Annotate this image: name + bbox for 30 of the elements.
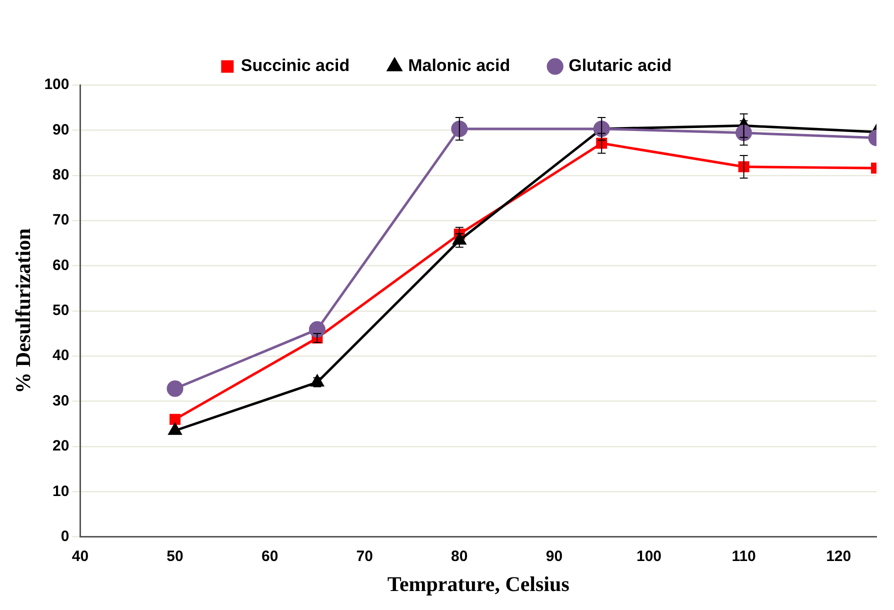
point (166, 380, 184, 397)
x-tick-label: 110 (732, 548, 756, 565)
point (168, 423, 182, 435)
legend-label: Malonic acid (408, 56, 510, 76)
x-tick-label: 50 (166, 548, 184, 565)
x-tick-label: 60 (261, 548, 278, 565)
x-tick-label: 100 (636, 548, 662, 565)
y-tick-label: 20 (52, 438, 70, 455)
x-tick-label: 80 (451, 548, 468, 565)
y-tick-label: 90 (52, 121, 70, 138)
legend-label: Glutaric acid (568, 56, 672, 76)
x-tick-label: 90 (546, 548, 563, 565)
y-axis-title: % Desulfurization (11, 228, 36, 394)
x-axis-title: Temprature, Celsius (387, 572, 570, 596)
y-tick-label: 70 (52, 212, 70, 229)
y-tick-label: 60 (52, 256, 70, 274)
x-tick-label: 40 (72, 548, 89, 565)
y-tick-label: 100 (44, 76, 70, 94)
point (170, 414, 181, 425)
y-tick-label: 30 (52, 392, 70, 410)
y-tick-label: 10 (52, 482, 70, 500)
point (308, 321, 326, 338)
x-tick-label: 70 (356, 548, 373, 565)
legend-label: Succinic acid (240, 56, 350, 76)
y-tick-label: 40 (52, 347, 70, 364)
y-tick-label: 50 (52, 302, 70, 320)
point (451, 120, 468, 138)
y-tick-label: 0 (60, 528, 70, 545)
x-tick-label: 120 (826, 548, 852, 565)
y-tick-label: 80 (52, 166, 70, 184)
